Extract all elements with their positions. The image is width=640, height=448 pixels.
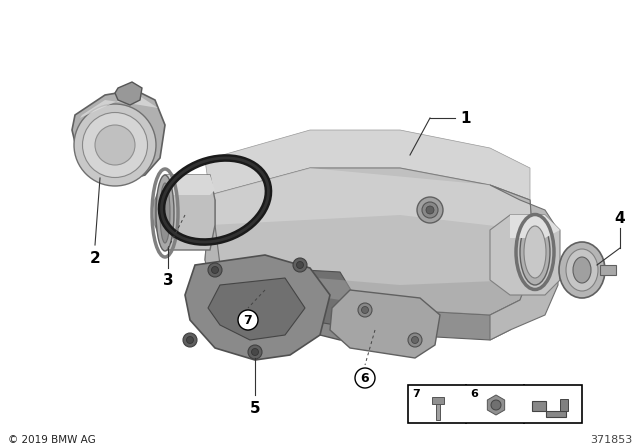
Polygon shape xyxy=(115,82,142,105)
Polygon shape xyxy=(225,248,400,340)
Polygon shape xyxy=(208,278,305,340)
Circle shape xyxy=(293,258,307,272)
Circle shape xyxy=(296,262,303,268)
Ellipse shape xyxy=(95,125,135,165)
Circle shape xyxy=(208,263,222,277)
Circle shape xyxy=(252,349,259,356)
Circle shape xyxy=(417,197,443,223)
Circle shape xyxy=(358,303,372,317)
Polygon shape xyxy=(158,175,215,195)
Ellipse shape xyxy=(524,226,546,278)
Polygon shape xyxy=(205,130,530,200)
Text: 7: 7 xyxy=(412,389,420,399)
Text: 5: 5 xyxy=(250,401,260,415)
Polygon shape xyxy=(210,168,530,230)
Circle shape xyxy=(248,345,262,359)
Circle shape xyxy=(362,306,369,314)
Bar xyxy=(600,265,616,275)
Polygon shape xyxy=(72,90,165,182)
Polygon shape xyxy=(185,255,330,360)
Bar xyxy=(432,397,444,404)
Ellipse shape xyxy=(566,249,598,291)
Ellipse shape xyxy=(156,175,174,251)
Text: 7: 7 xyxy=(244,314,252,327)
Ellipse shape xyxy=(573,257,591,283)
Ellipse shape xyxy=(559,242,605,298)
Polygon shape xyxy=(220,270,535,315)
Circle shape xyxy=(183,333,197,347)
Ellipse shape xyxy=(160,183,170,243)
Text: 1: 1 xyxy=(461,111,471,125)
Polygon shape xyxy=(155,175,215,250)
Polygon shape xyxy=(510,215,560,238)
Bar xyxy=(408,385,582,423)
Circle shape xyxy=(355,368,375,388)
Text: 6: 6 xyxy=(470,389,478,399)
Bar xyxy=(560,399,568,411)
Circle shape xyxy=(426,206,434,214)
Ellipse shape xyxy=(520,219,550,285)
Text: 4: 4 xyxy=(614,211,625,225)
Circle shape xyxy=(238,310,258,330)
Circle shape xyxy=(422,202,438,218)
Polygon shape xyxy=(205,195,220,305)
Text: © 2019 BMW AG: © 2019 BMW AG xyxy=(8,435,96,445)
Text: 2: 2 xyxy=(90,250,100,266)
Circle shape xyxy=(412,336,419,344)
Text: 371853: 371853 xyxy=(589,435,632,445)
Polygon shape xyxy=(205,168,535,315)
Ellipse shape xyxy=(83,112,147,177)
Bar xyxy=(436,404,440,420)
Polygon shape xyxy=(262,268,360,325)
Ellipse shape xyxy=(74,104,156,186)
Text: 3: 3 xyxy=(163,272,173,288)
Polygon shape xyxy=(215,290,520,340)
Circle shape xyxy=(408,333,422,347)
Polygon shape xyxy=(532,401,566,417)
Text: 6: 6 xyxy=(361,371,369,384)
Circle shape xyxy=(491,400,501,410)
Polygon shape xyxy=(490,215,560,295)
Polygon shape xyxy=(490,185,558,340)
Polygon shape xyxy=(80,93,158,118)
Polygon shape xyxy=(487,395,505,415)
Circle shape xyxy=(186,336,193,344)
Circle shape xyxy=(211,267,218,273)
Polygon shape xyxy=(330,290,440,358)
